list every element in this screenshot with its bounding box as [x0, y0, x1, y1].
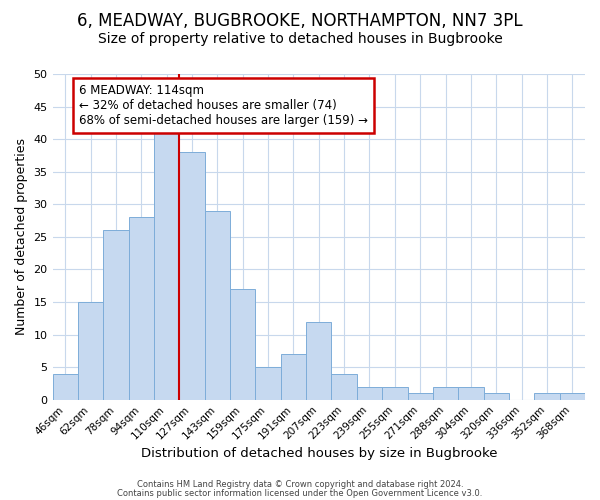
- Text: 6, MEADWAY, BUGBROOKE, NORTHAMPTON, NN7 3PL: 6, MEADWAY, BUGBROOKE, NORTHAMPTON, NN7 …: [77, 12, 523, 30]
- Bar: [484, 393, 509, 400]
- Bar: [256, 367, 281, 400]
- Bar: [331, 374, 357, 400]
- Bar: [560, 393, 585, 400]
- X-axis label: Distribution of detached houses by size in Bugbrooke: Distribution of detached houses by size …: [140, 447, 497, 460]
- Bar: [458, 386, 484, 400]
- Bar: [433, 386, 458, 400]
- Bar: [407, 393, 433, 400]
- Bar: [205, 211, 230, 400]
- Bar: [154, 126, 179, 400]
- Text: 6 MEADWAY: 114sqm
← 32% of detached houses are smaller (74)
68% of semi-detached: 6 MEADWAY: 114sqm ← 32% of detached hous…: [79, 84, 368, 127]
- Text: Contains public sector information licensed under the Open Government Licence v3: Contains public sector information licen…: [118, 488, 482, 498]
- Bar: [53, 374, 78, 400]
- Bar: [179, 152, 205, 400]
- Bar: [357, 386, 382, 400]
- Y-axis label: Number of detached properties: Number of detached properties: [15, 138, 28, 336]
- Text: Size of property relative to detached houses in Bugbrooke: Size of property relative to detached ho…: [98, 32, 502, 46]
- Bar: [103, 230, 128, 400]
- Text: Contains HM Land Registry data © Crown copyright and database right 2024.: Contains HM Land Registry data © Crown c…: [137, 480, 463, 489]
- Bar: [281, 354, 306, 400]
- Bar: [382, 386, 407, 400]
- Bar: [306, 322, 331, 400]
- Bar: [230, 289, 256, 400]
- Bar: [534, 393, 560, 400]
- Bar: [78, 302, 103, 400]
- Bar: [128, 218, 154, 400]
